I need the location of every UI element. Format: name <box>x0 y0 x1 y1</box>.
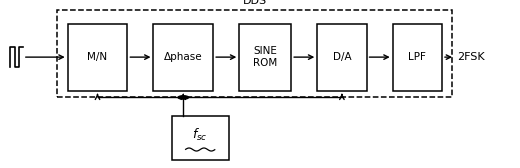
Bar <box>393 24 442 91</box>
Text: D/A: D/A <box>333 52 351 62</box>
Text: M/N: M/N <box>87 52 108 62</box>
Bar <box>153 24 213 91</box>
Text: SINE
ROM: SINE ROM <box>253 46 277 68</box>
Bar <box>239 24 291 91</box>
Text: DDS: DDS <box>243 0 267 6</box>
Bar <box>317 24 367 91</box>
Circle shape <box>178 96 188 99</box>
Bar <box>57 10 452 97</box>
Text: LPF: LPF <box>408 52 426 62</box>
Text: Δphase: Δphase <box>164 52 203 62</box>
Bar <box>172 116 229 160</box>
Text: $f_{sc}$: $f_{sc}$ <box>192 127 208 143</box>
Text: 2FSK: 2FSK <box>458 52 485 62</box>
Bar <box>68 24 127 91</box>
